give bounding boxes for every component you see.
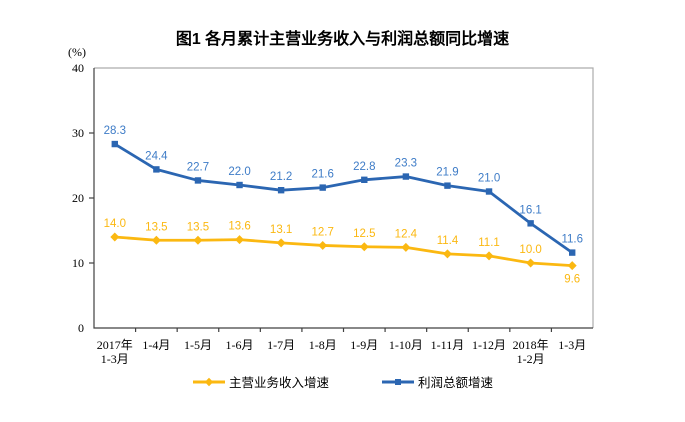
data-point-label: 21.2 (270, 171, 292, 183)
data-point-marker (359, 242, 369, 252)
data-point-label: 28.3 (104, 125, 126, 137)
legend-diamond-marker-icon (192, 376, 226, 388)
x-category-label: 1-11月 (431, 338, 465, 352)
data-point-label: 14.0 (104, 218, 126, 230)
data-point-marker (236, 181, 243, 189)
data-point-marker (193, 235, 203, 245)
x-category-label: 1-5月 (184, 338, 212, 352)
data-point-label: 16.1 (519, 204, 541, 216)
data-point-label: 9.6 (564, 274, 580, 286)
data-point-label: 23.3 (395, 158, 417, 170)
legend-item-total-profit-growth: 利润总额增速 (381, 372, 493, 391)
chart-legend: 主营业务收入增速 利润总额增速 (0, 372, 685, 391)
data-point-label: 11.6 (561, 234, 583, 246)
series-line-1 (113, 142, 574, 255)
data-point-marker (361, 176, 368, 183)
y-tick-label: 30 (72, 126, 84, 140)
x-category-label: 2018年 (513, 338, 549, 352)
legend-swatch-svg (382, 378, 414, 385)
data-point-marker (484, 251, 494, 261)
data-point-label: 13.1 (270, 224, 292, 236)
data-point-label: 22.8 (353, 161, 375, 173)
data-point-marker (526, 258, 536, 268)
x-category-label: 1-2月 (517, 352, 545, 366)
data-point-marker (318, 240, 328, 250)
chart-title: 图1 各月累计主营业务收入与利润总额同比增速 (175, 31, 510, 48)
data-point-label: 22.7 (187, 161, 209, 173)
data-point-label: 21.9 (436, 167, 458, 179)
legend-item-main-revenue-growth: 主营业务收入增速 (192, 372, 329, 391)
y-tick-label: 0 (78, 321, 84, 335)
data-point-marker (111, 140, 118, 148)
data-point-marker (319, 184, 326, 191)
data-point-marker (235, 235, 245, 245)
data-point-label: 22.0 (228, 166, 250, 178)
data-point-label: 13.5 (187, 221, 209, 233)
data-point-label: 21.6 (312, 169, 334, 181)
data-point-marker (151, 235, 161, 245)
x-category-label: 1-10月 (389, 338, 423, 352)
legend-label-total-profit-growth: 利润总额增速 (418, 376, 494, 390)
data-point-marker (194, 177, 202, 184)
data-point-label: 11.4 (437, 235, 459, 247)
data-point-marker (277, 187, 285, 194)
series-line-0 (113, 235, 574, 268)
data-point-label: 11.1 (478, 237, 500, 249)
legend-square-marker-icon (381, 376, 415, 388)
data-point-marker (567, 261, 577, 271)
y-axis-unit-label: (%) (68, 45, 86, 59)
x-category-label: 1-8月 (309, 338, 337, 352)
data-point-label: 10.0 (519, 244, 541, 256)
x-category-label: 1-9月 (350, 338, 378, 352)
legend-marker (204, 377, 214, 386)
data-point-label: 12.4 (395, 228, 418, 240)
axis-lines (93, 68, 593, 329)
data-point-label: 24.4 (145, 150, 168, 162)
data-point-marker (153, 166, 160, 173)
data-point-marker (110, 232, 120, 242)
x-category-label: 1-3月 (558, 338, 586, 352)
y-tick-label: 40 (72, 61, 84, 75)
data-point-marker (569, 249, 576, 256)
data-point-label: 13.5 (145, 221, 167, 233)
x-category-label: 1-7月 (267, 338, 295, 352)
data-point-label: 12.5 (353, 228, 375, 240)
x-category-label: 1-12月 (472, 338, 506, 352)
data-point-marker (401, 242, 411, 252)
data-point-label: 21.0 (478, 173, 500, 185)
data-point-marker (442, 249, 452, 259)
data-point-marker (485, 188, 493, 195)
x-category-label: 1-6月 (226, 338, 254, 352)
x-category-label: 1-3月 (101, 352, 129, 366)
data-point-marker (402, 173, 410, 180)
y-tick-label: 20 (72, 191, 84, 205)
x-category-label: 2017年 (97, 338, 133, 352)
data-point-label: 12.7 (312, 226, 334, 238)
plot-frame (94, 67, 594, 328)
legend-marker (395, 378, 401, 385)
data-point-marker (444, 182, 451, 189)
data-point-marker (276, 238, 286, 248)
data-point-label: 13.6 (228, 221, 250, 233)
x-category-label: 1-4月 (142, 338, 170, 352)
data-point-marker (527, 220, 534, 227)
legend-swatch-svg (192, 377, 225, 386)
legend-label-main-revenue-growth: 主营业务收入增速 (228, 376, 329, 390)
y-tick-label: 10 (72, 256, 84, 270)
